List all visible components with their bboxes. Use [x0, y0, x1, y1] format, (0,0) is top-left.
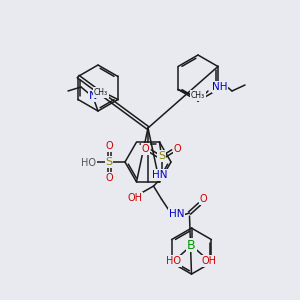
Text: HO: HO: [166, 256, 181, 266]
Text: CH₃: CH₃: [191, 91, 205, 100]
Text: OH: OH: [127, 193, 142, 203]
Text: N: N: [89, 91, 97, 101]
Text: O: O: [105, 141, 113, 151]
Text: S: S: [105, 157, 112, 167]
Text: O: O: [174, 144, 181, 154]
Text: O: O: [200, 194, 207, 204]
Text: NH: NH: [212, 82, 228, 92]
Text: HN: HN: [169, 209, 184, 219]
Text: OH: OH: [202, 256, 217, 266]
Text: B: B: [187, 238, 196, 252]
Text: CH₃: CH₃: [94, 88, 108, 97]
Text: HN: HN: [152, 170, 167, 180]
Text: HO: HO: [82, 158, 97, 168]
Text: S: S: [158, 151, 165, 161]
Text: O: O: [105, 173, 113, 183]
Text: O: O: [142, 144, 149, 154]
